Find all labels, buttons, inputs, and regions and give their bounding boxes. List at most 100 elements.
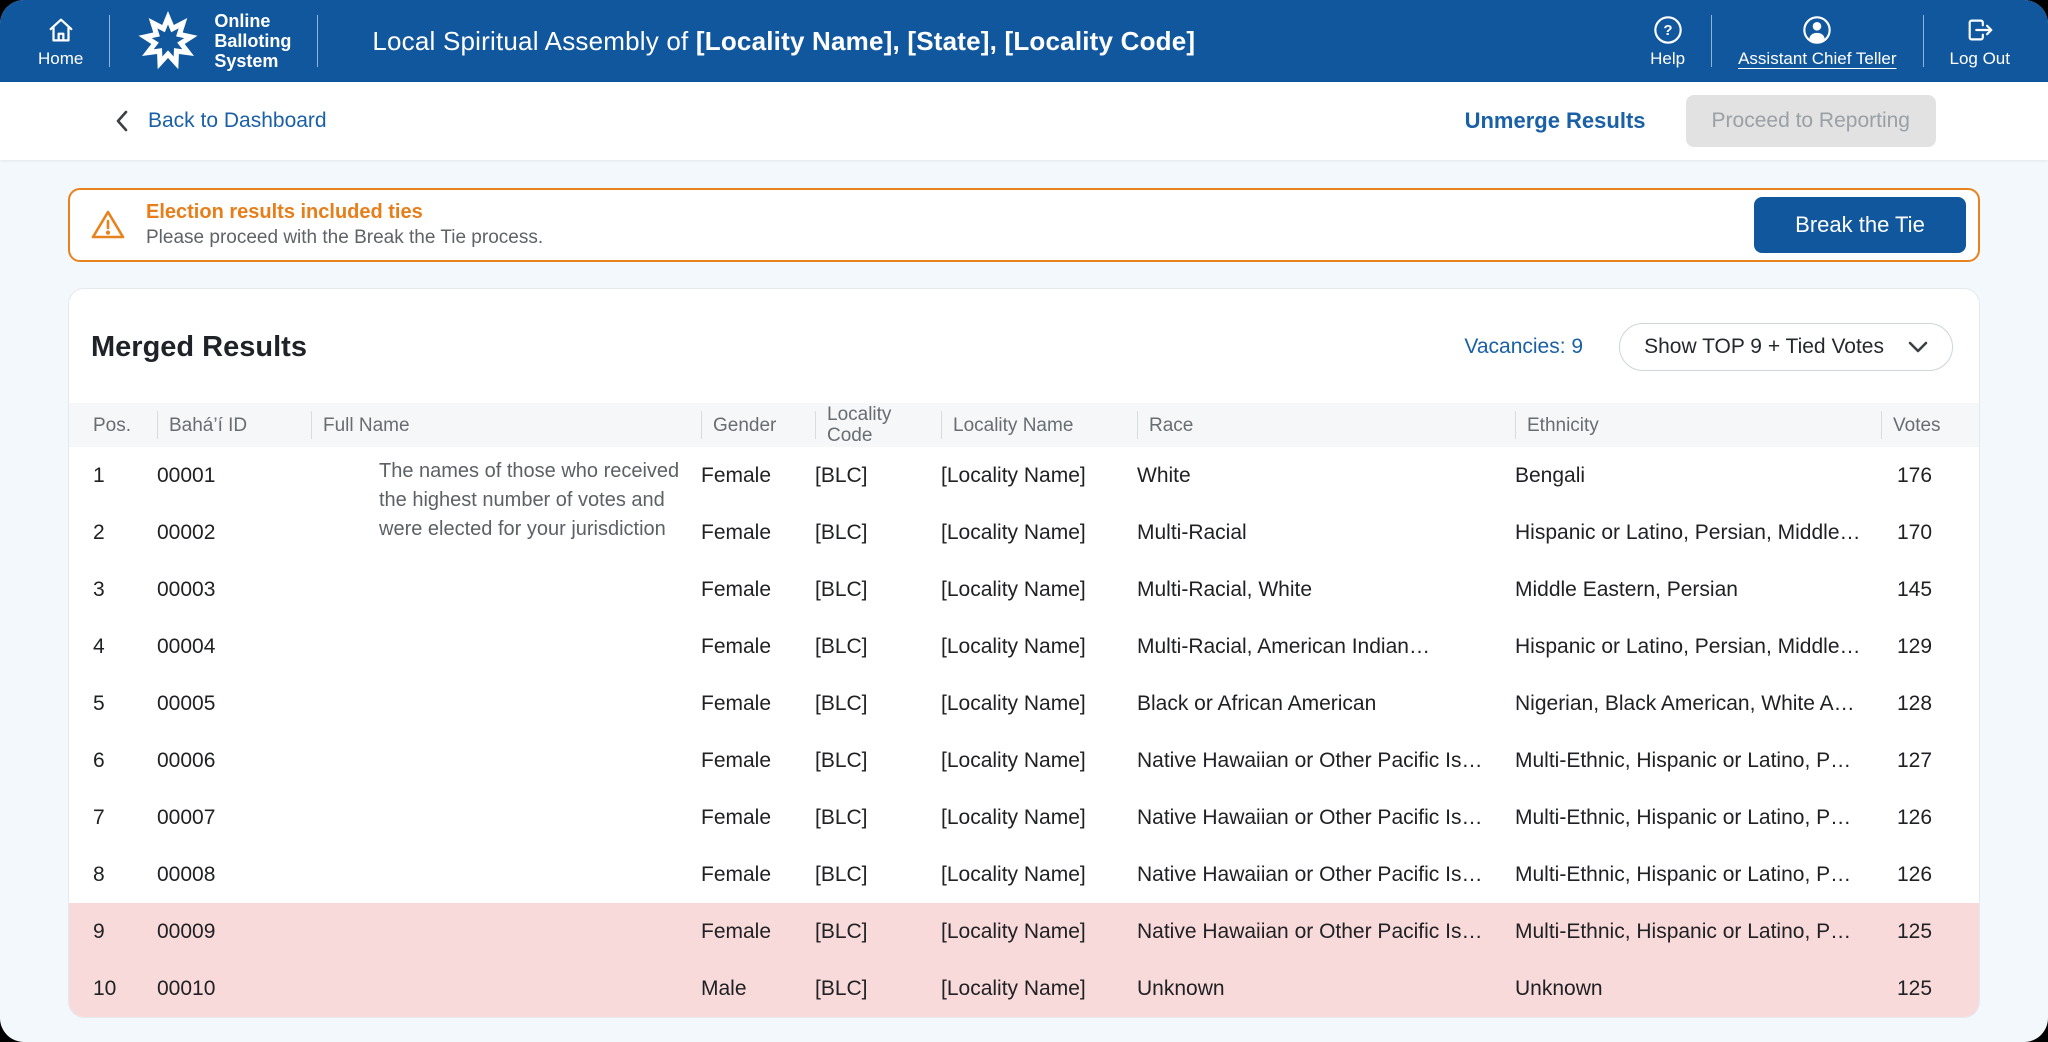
cell-race: Black or African American: [1137, 691, 1377, 715]
cell-bahai-id: 00010: [157, 976, 216, 1000]
cell-locality-name: [Locality Name]: [941, 463, 1086, 487]
cell-locality-code: [BLC]: [815, 463, 868, 487]
alert-message: Please proceed with the Break the Tie pr…: [146, 227, 544, 248]
alert-title: Election results included ties: [146, 201, 423, 223]
cell-race: White: [1137, 463, 1191, 487]
user-icon: [1802, 15, 1832, 45]
proceed-to-reporting-button[interactable]: Proceed to Reporting: [1685, 95, 1936, 147]
cell-locality-name: [Locality Name]: [941, 634, 1086, 658]
help-button[interactable]: ? Help: [1650, 15, 1685, 68]
cell-gender: Female: [701, 463, 772, 487]
cell-gender: Female: [701, 577, 772, 601]
cell-ethnicity: Hispanic or Latino, Persian, Middle…: [1515, 634, 1861, 658]
cell-votes: 127: [1897, 748, 1933, 772]
cell-gender: Female: [701, 691, 772, 715]
cell-race: Multi-Racial, White: [1137, 577, 1313, 601]
home-button[interactable]: Home: [38, 15, 83, 68]
alert-text-block: Election results included ties Please pr…: [146, 201, 543, 249]
cell-ethnicity: Multi-Ethnic, Hispanic or Latino, P…: [1515, 748, 1852, 772]
divider: [1711, 15, 1713, 67]
show-top-filter-dropdown[interactable]: Show TOP 9 + Tied Votes: [1619, 323, 1953, 371]
user-menu-button[interactable]: Assistant Chief Teller: [1738, 15, 1897, 68]
cell-ethnicity: Multi-Ethnic, Hispanic or Latino, P…: [1515, 805, 1852, 829]
cell-ethnicity: Middle Eastern, Persian: [1515, 577, 1738, 601]
table-row: 8 00008 Female [BLC] [Locality Name] Nat…: [69, 846, 1979, 903]
cell-race: Native Hawaiian or Other Pacific Is…: [1137, 748, 1483, 772]
cell-race: Native Hawaiian or Other Pacific Is…: [1137, 862, 1483, 886]
table-row: 7 00007 Female [BLC] [Locality Name] Nat…: [69, 789, 1979, 846]
card-title: Merged Results: [91, 330, 307, 363]
cell-locality-code: [BLC]: [815, 691, 868, 715]
cell-pos: 5: [93, 691, 105, 715]
cell-gender: Male: [701, 976, 747, 1000]
cell-pos: 4: [93, 634, 105, 658]
cell-ethnicity: Multi-Ethnic, Hispanic or Latino, P…: [1515, 919, 1852, 943]
cell-race: Native Hawaiian or Other Pacific Is…: [1137, 805, 1483, 829]
cell-locality-name: [Locality Name]: [941, 805, 1086, 829]
table-row: 3 00003 Female [BLC] [Locality Name] Mul…: [69, 561, 1979, 618]
cell-bahai-id: 00003: [157, 577, 216, 601]
cell-locality-name: [Locality Name]: [941, 976, 1086, 1000]
cell-bahai-id: 00006: [157, 748, 216, 772]
cell-locality-code: [BLC]: [815, 976, 868, 1000]
cell-locality-name: [Locality Name]: [941, 748, 1086, 772]
brand-name: Online Balloting System: [214, 11, 292, 71]
cell-ethnicity: Bengali: [1515, 463, 1586, 487]
divider: [317, 15, 319, 67]
full-name-note: The names of those who received the high…: [379, 460, 680, 540]
column-header-gender: Gender: [701, 403, 815, 447]
table-header-row: Pos. Bahá’í ID Full Name Gender Locality…: [69, 403, 1979, 447]
cell-race: Multi-Racial: [1137, 520, 1247, 544]
cell-pos: 2: [93, 520, 105, 544]
column-header-ethnicity: Ethnicity: [1515, 403, 1881, 447]
cell-pos: 10: [93, 976, 117, 1000]
table-row: 6 00006 Female [BLC] [Locality Name] Nat…: [69, 732, 1979, 789]
cell-ethnicity: Multi-Ethnic, Hispanic or Latino, P…: [1515, 862, 1852, 886]
help-icon: ?: [1653, 15, 1683, 45]
cell-pos: 1: [93, 463, 105, 487]
back-to-dashboard-link[interactable]: Back to Dashboard: [112, 108, 327, 134]
user-role-label: Assistant Chief Teller: [1738, 48, 1897, 68]
filter-selected-value: Show TOP 9 + Tied Votes: [1644, 335, 1884, 358]
cell-bahai-id: 00007: [157, 805, 216, 829]
cell-votes: 145: [1897, 577, 1933, 601]
warning-icon: [90, 208, 126, 242]
card-header-controls: Vacancies: 9 Show TOP 9 + Tied Votes: [1464, 323, 1953, 371]
cell-pos: 8: [93, 862, 105, 886]
cell-locality-code: [BLC]: [815, 862, 868, 886]
unmerge-results-link[interactable]: Unmerge Results: [1464, 108, 1646, 133]
vacancies-label: Vacancies: 9: [1464, 335, 1584, 358]
cell-locality-code: [BLC]: [815, 634, 868, 658]
nine-pointed-star-icon: [136, 9, 200, 73]
cell-bahai-id: 00002: [157, 520, 216, 544]
cell-pos: 7: [93, 805, 105, 829]
cell-bahai-id: 00004: [157, 634, 216, 658]
top-navbar: Home Online Balloting System Local Spiri…: [0, 0, 2048, 82]
cell-pos: 3: [93, 577, 105, 601]
back-label: Back to Dashboard: [148, 109, 327, 132]
app-logo: Online Balloting System: [136, 9, 291, 73]
logout-label: Log Out: [1949, 48, 2011, 68]
page-content: Election results included ties Please pr…: [0, 160, 2048, 1042]
cell-locality-name: [Locality Name]: [941, 577, 1086, 601]
column-header-bahai-id: Bahá’í ID: [157, 403, 311, 447]
cell-votes: 126: [1897, 805, 1933, 829]
cell-locality-code: [BLC]: [815, 577, 868, 601]
topbar-actions: ? Help Assistant Chief Teller: [1650, 15, 2010, 68]
column-header-race: Race: [1137, 403, 1515, 447]
divider: [109, 15, 111, 67]
logout-button[interactable]: Log Out: [1949, 15, 2011, 68]
cell-gender: Female: [701, 919, 772, 943]
cell-race: Native Hawaiian or Other Pacific Is…: [1137, 919, 1483, 943]
cell-votes: 126: [1897, 862, 1933, 886]
cell-gender: Female: [701, 634, 772, 658]
cell-votes: 176: [1897, 463, 1933, 487]
cell-votes: 125: [1897, 976, 1933, 1000]
cell-locality-name: [Locality Name]: [941, 919, 1086, 943]
break-the-tie-button[interactable]: Break the Tie: [1754, 197, 1966, 253]
table-row: 9 00009 Female [BLC] [Locality Name] Nat…: [69, 903, 1979, 960]
merged-results-card: Merged Results Vacancies: 9 Show TOP 9 +…: [68, 288, 1980, 1018]
cell-gender: Female: [701, 805, 772, 829]
divider: [1922, 15, 1924, 67]
